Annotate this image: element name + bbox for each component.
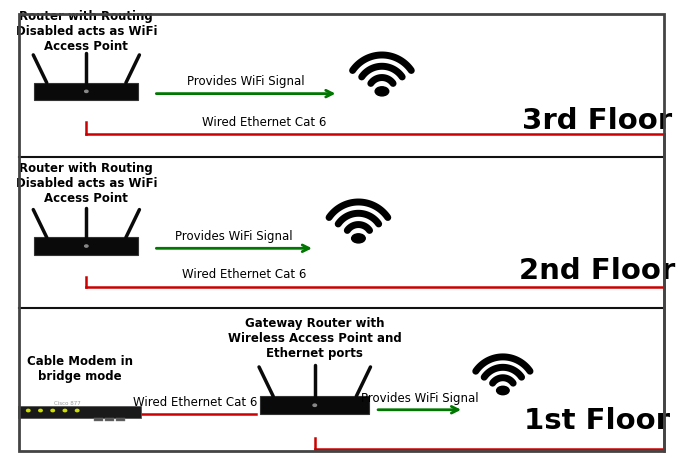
Text: Router with Routing
Disabled acts as WiFi
Access Point: Router with Routing Disabled acts as WiF… — [16, 163, 157, 206]
Bar — [116, 418, 125, 420]
Circle shape — [39, 409, 42, 412]
Text: Gateway Router with
Wireless Access Point and
Ethernet ports: Gateway Router with Wireless Access Poin… — [228, 317, 401, 360]
Bar — [19, 406, 140, 418]
Text: Cisco 877: Cisco 877 — [54, 401, 81, 406]
Text: Provides WiFi Signal: Provides WiFi Signal — [187, 75, 304, 88]
Text: Cable Modem in
bridge mode: Cable Modem in bridge mode — [26, 354, 133, 383]
Circle shape — [352, 234, 365, 243]
Circle shape — [26, 409, 30, 412]
Bar — [35, 83, 138, 100]
Bar — [260, 396, 370, 414]
Circle shape — [497, 386, 509, 395]
Text: Wired Ethernet Cat 6: Wired Ethernet Cat 6 — [133, 396, 257, 409]
Circle shape — [84, 245, 88, 247]
Bar — [94, 418, 103, 420]
Text: Wired Ethernet Cat 6: Wired Ethernet Cat 6 — [182, 268, 307, 281]
Circle shape — [63, 409, 66, 412]
Text: Provides WiFi Signal: Provides WiFi Signal — [175, 230, 293, 243]
Circle shape — [313, 404, 316, 406]
Text: Provides WiFi Signal: Provides WiFi Signal — [361, 392, 478, 405]
Circle shape — [51, 409, 55, 412]
Text: 1st Floor: 1st Floor — [524, 407, 670, 435]
Circle shape — [75, 409, 79, 412]
Bar — [35, 238, 138, 255]
Text: 3rd Floor: 3rd Floor — [522, 107, 672, 135]
Circle shape — [84, 90, 88, 93]
Text: Router with Routing
Disabled acts as WiFi
Access Point: Router with Routing Disabled acts as WiF… — [16, 10, 157, 53]
Text: Wired Ethernet Cat 6: Wired Ethernet Cat 6 — [202, 116, 327, 129]
Text: 2nd Floor: 2nd Floor — [519, 257, 675, 285]
Bar — [105, 418, 114, 420]
Circle shape — [375, 87, 389, 96]
